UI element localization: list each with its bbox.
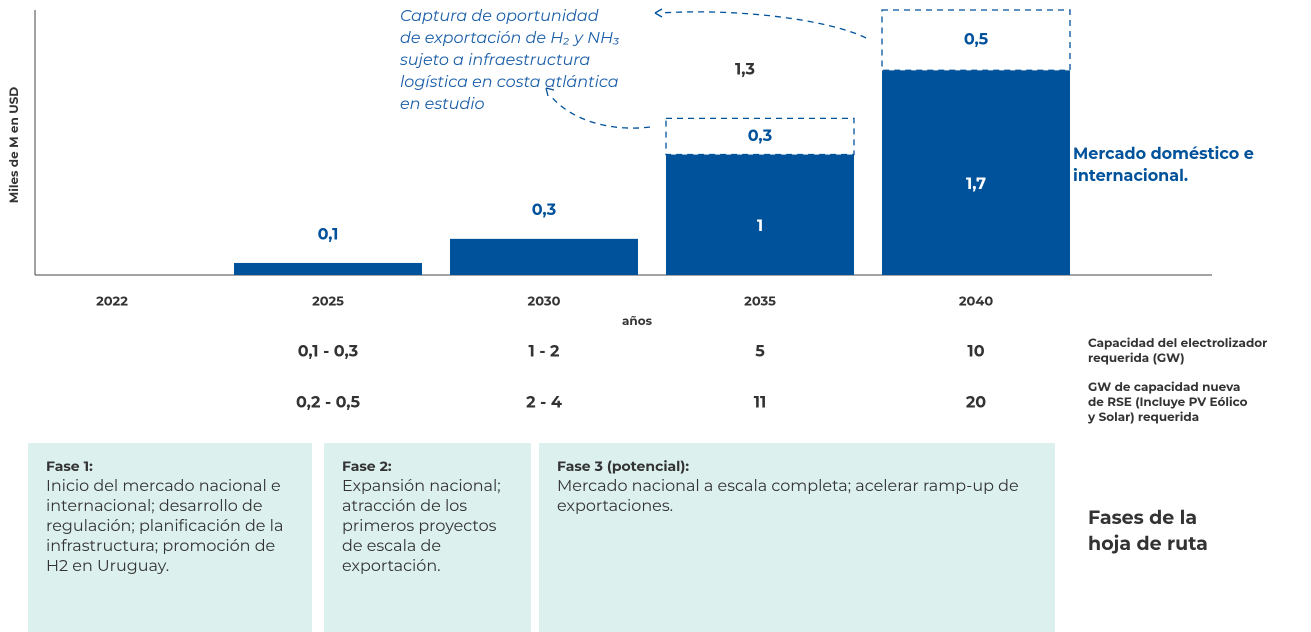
bar — [881, 9, 1071, 71]
bar — [666, 154, 854, 275]
row-label: Capacidad del electrolizador requerida (… — [1088, 336, 1268, 366]
phase-box: Fase 3 (potencial): Mercado nacional a es… — [539, 443, 1055, 632]
value-label: 0,3 — [532, 201, 556, 220]
callout-arrow — [659, 11, 867, 39]
legend-note: Mercado doméstico e internacional. — [1073, 145, 1254, 186]
row-label: GW de capacidad nueva de RSE (Incluye PV… — [1088, 380, 1248, 425]
bar — [882, 70, 1070, 276]
arrow-head — [545, 87, 555, 97]
x-tick-label: 2035 — [744, 294, 776, 310]
callout-text: Captura de oportunidad de exportación de … — [400, 6, 620, 116]
phase-box: Fase 2: Expansión nacional; atracción de … — [324, 443, 531, 632]
value-label: 1,7 — [966, 175, 986, 194]
phase-text: Expansión nacional; atracción de los pri… — [342, 477, 501, 576]
phase-title: Fase 3 (potencial): — [557, 457, 690, 475]
table-value: 0,2 - 0,5 — [296, 393, 361, 412]
table-value: 20 — [966, 393, 986, 412]
bar — [450, 238, 638, 275]
phase-title: Fase 1: — [46, 457, 93, 475]
value-label: 1 — [757, 217, 763, 236]
x-tick-label: 2030 — [528, 294, 561, 310]
callout-line: sujeto a infraestructura — [400, 51, 591, 70]
x-tick-label: 2022 — [96, 294, 128, 310]
value-label: 0,1 — [318, 225, 339, 244]
table-value: 5 — [755, 342, 765, 361]
callout-arrow — [549, 94, 651, 129]
arrow-head — [654, 8, 663, 18]
phases-title: Fases de la hoja de ruta — [1088, 506, 1208, 555]
bar — [665, 117, 855, 156]
x-tick-label: 2040 — [959, 294, 993, 310]
x-tick-label: 2025 — [312, 294, 344, 310]
table-value: 0,1 - 0,3 — [298, 342, 359, 361]
total-label: 1,3 — [735, 60, 755, 79]
phase-text: Inicio del mercado nacional e internacio… — [46, 477, 284, 576]
phase-text: Mercado nacional a escala completa; acel… — [557, 477, 1019, 516]
y-axis-label: Miles de M en USD — [7, 87, 22, 204]
table-value: 1 - 2 — [529, 342, 560, 361]
x-axis-label: años — [622, 314, 653, 329]
table-value: 11 — [754, 393, 767, 412]
bar — [234, 262, 422, 275]
callout-line: de exportación de H₂ y NH₃ — [400, 29, 621, 48]
callout-line: Captura de oportunidad — [400, 7, 599, 26]
table-value: 10 — [967, 342, 984, 361]
callout-line: logística en costa atlántica — [400, 73, 619, 92]
phase-title: Fase 2: — [342, 457, 392, 475]
phase-box: Fase 1: Inicio del mercado nacional e int… — [28, 443, 312, 632]
value-label: 0,3 — [748, 127, 772, 146]
callout-line: en estudio — [400, 95, 485, 114]
value-label: 0,5 — [964, 30, 989, 49]
table-value: 2 - 4 — [526, 393, 562, 412]
